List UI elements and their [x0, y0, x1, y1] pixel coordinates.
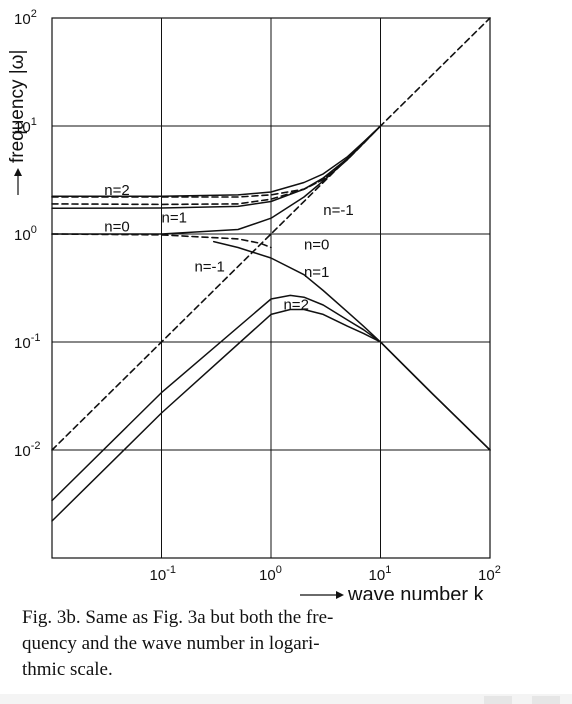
y-tick-label: 10-1	[14, 332, 40, 352]
curve-label: n=0	[304, 236, 329, 253]
series-line-dashed	[51, 233, 272, 249]
x-tick-label: 101	[369, 564, 392, 584]
caption-line: Fig. 3b. Same as Fig. 3a but both the fr…	[22, 607, 334, 628]
y-tick-label: 10-2	[14, 440, 40, 460]
caption-line: quency and the wave number in logari-	[22, 633, 320, 654]
series-line-n-eq-0	[212, 240, 491, 451]
y-axis-label-text: frequency |ω|	[7, 50, 28, 163]
series-line-dashed	[51, 125, 382, 198]
y-axis-label: frequency |ω|	[7, 50, 28, 195]
curve-label: n=0	[104, 219, 129, 236]
bottom-strip	[0, 694, 572, 704]
series-line-n-eq-2	[51, 308, 491, 522]
x-tick-label: 100	[259, 564, 282, 584]
series-line-n-eq--1	[51, 17, 491, 451]
curve-annotations: n=2 n=1 n=0 n=-1 n=-1 n=0 n=1 n=2	[104, 182, 353, 314]
y-tick-label: 102	[14, 8, 37, 28]
curve-label: n=2	[104, 182, 129, 199]
curve-label: n=2	[283, 296, 308, 313]
curve-layer	[51, 17, 491, 522]
x-tick-label: 10-1	[150, 564, 176, 584]
x-axis-label: wave number k	[300, 584, 485, 600]
footer-block	[532, 696, 560, 704]
figure-caption: Fig. 3b. Same as Fig. 3a but both the fr…	[22, 605, 502, 683]
grid-lines	[51, 17, 491, 559]
curve-label: n=1	[162, 209, 187, 226]
curve-label: n=1	[304, 264, 329, 281]
series-line-n-eq-2	[51, 125, 382, 197]
series-line-dashed	[51, 125, 382, 206]
x-tick-label: 102	[478, 564, 501, 584]
plot-frame	[51, 17, 491, 559]
y-tick-label: 100	[14, 224, 37, 244]
x-axis-label-text: wave number k	[347, 584, 485, 600]
footer-block	[484, 696, 512, 704]
caption-line: thmic scale.	[22, 659, 113, 680]
curve-label: n=-1	[194, 258, 224, 275]
curve-label: n=-1	[323, 202, 353, 219]
